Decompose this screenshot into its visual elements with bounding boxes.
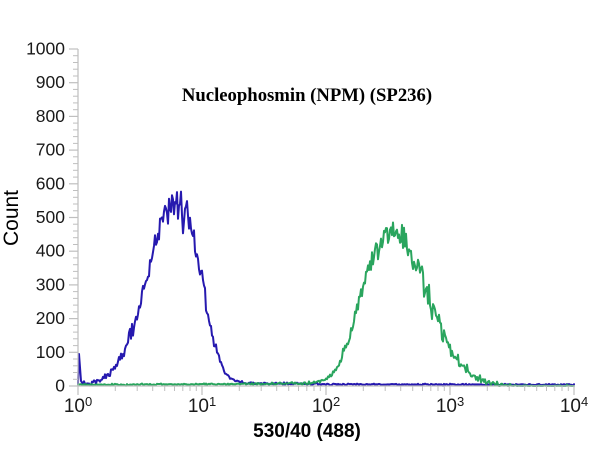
svg-text:Nucleophosmin (NPM) (SP236): Nucleophosmin (NPM) (SP236)	[182, 85, 432, 106]
svg-text:900: 900	[36, 72, 65, 92]
svg-text:800: 800	[36, 106, 65, 126]
svg-text:Anti-Nucleophosmin antibody [S: Anti-Nucleophosmin antibody [SP236]	[177, 0, 424, 1]
svg-text:400: 400	[36, 241, 65, 261]
svg-text:0: 0	[55, 376, 65, 396]
svg-text:200: 200	[36, 308, 65, 328]
svg-text:300: 300	[36, 274, 65, 294]
svg-text:100: 100	[36, 342, 65, 362]
svg-text:600: 600	[36, 173, 65, 193]
svg-text:1000: 1000	[26, 39, 65, 59]
svg-text:700: 700	[36, 140, 65, 160]
svg-text:500: 500	[36, 207, 65, 227]
svg-text:530/40 (488): 530/40 (488)	[253, 421, 361, 442]
svg-text:Count: Count	[0, 190, 23, 246]
